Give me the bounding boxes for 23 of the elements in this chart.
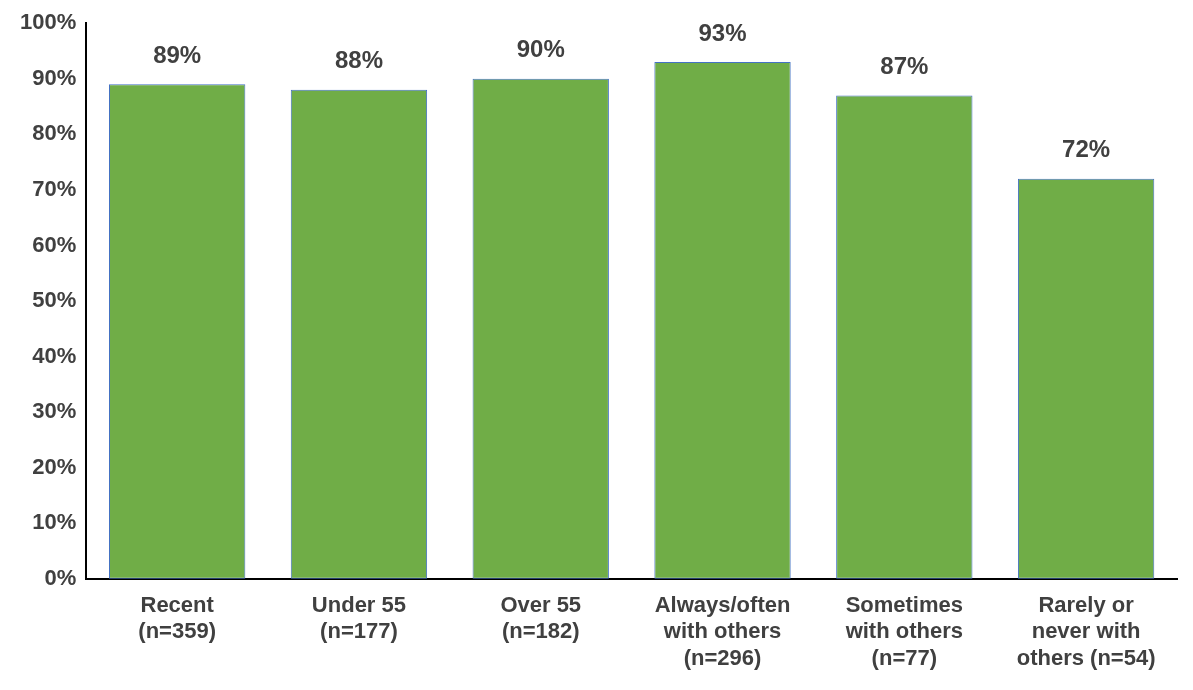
data-label: 72% [1062, 135, 1111, 163]
x-tick-label: Sometimes with others (n=77) [844, 592, 964, 670]
y-tick-label: 80% [32, 120, 77, 146]
data-label: 87% [880, 52, 929, 80]
x-tick-label: Always/often with others (n=296) [654, 592, 791, 670]
y-tick-label: 10% [32, 509, 77, 535]
y-tick-label: 30% [32, 398, 77, 424]
x-tick-label: Recent (n=359) [138, 592, 216, 644]
x-tick-label: Under 55 (n=177) [311, 592, 407, 644]
y-tick-label: 20% [32, 453, 77, 479]
x-tick-label: Over 55 (n=182) [500, 592, 582, 644]
y-tick-label: 70% [32, 175, 77, 201]
y-tick-label: 60% [32, 231, 77, 257]
data-label: 93% [698, 18, 747, 46]
y-tick-label: 50% [32, 287, 77, 313]
y-tick-label: 100% [19, 9, 77, 35]
data-label: 90% [516, 35, 565, 63]
data-label: 88% [334, 46, 383, 74]
x-tick-label: Rarely or never with others (n=54) [1016, 592, 1156, 670]
y-tick-label: 90% [32, 64, 77, 90]
y-tick-label: 0% [44, 564, 77, 590]
y-tick-label: 40% [32, 342, 77, 368]
data-label: 89% [153, 40, 202, 68]
